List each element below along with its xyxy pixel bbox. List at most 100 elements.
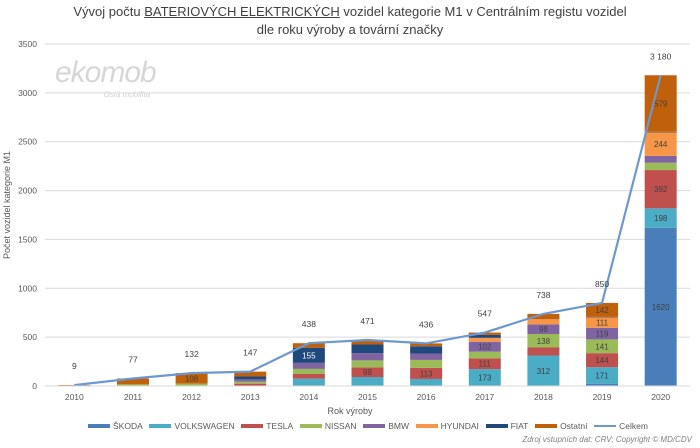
- bar-segment-volkswagen: [586, 367, 619, 384]
- bar-value-label: 198: [654, 214, 668, 223]
- y-tick-label: 500: [23, 332, 37, 342]
- x-tick-label: 2016: [417, 392, 436, 400]
- bar-value-label: 119: [596, 330, 609, 339]
- bar-value-label: 142: [595, 306, 609, 315]
- bar-value-label: 98: [363, 368, 372, 377]
- bar-segment-ostatní: [410, 343, 443, 347]
- chart-title: Vývoj počtu BATERIOVÝCH ELEKTRICKÝCH voz…: [0, 3, 700, 39]
- total-value-label: 547: [478, 309, 492, 319]
- y-tick-label: 1000: [18, 283, 37, 293]
- bar-segment-tesla: [351, 367, 384, 378]
- bar-segment-tesla: [468, 358, 501, 370]
- legend-label: Ostatní: [560, 421, 588, 431]
- total-value-label: 436: [419, 319, 433, 329]
- legend-label: TESLA: [266, 421, 294, 431]
- title-line-2: dle roku výroby a tovární značky: [256, 22, 444, 37]
- legend-item: NISSAN: [299, 421, 357, 431]
- legend-swatch: [363, 424, 386, 428]
- x-axis-label: Rok výroby: [327, 406, 373, 416]
- legend-swatch: [241, 424, 264, 428]
- legend-item: Celkem: [594, 421, 648, 431]
- bar-value-label: 108: [185, 374, 199, 383]
- y-tick-label: 3500: [18, 39, 37, 49]
- legend-swatch: [88, 424, 110, 428]
- bar-segment-bmw: [234, 379, 267, 382]
- bar-value-label: 155: [302, 351, 316, 360]
- bar-value-label: 113: [420, 369, 433, 378]
- total-line: [74, 74, 662, 387]
- total-value-label: 3 180: [650, 51, 672, 61]
- legend-swatch: [415, 424, 438, 428]
- x-tick-label: 2012: [182, 392, 201, 400]
- legend-label: Celkem: [619, 421, 648, 431]
- legend-label: NISSAN: [324, 421, 357, 431]
- legend: ŠKODA VOLKSWAGEN TESLA NISSAN BMW HYUNDAI FIAT…: [88, 421, 648, 431]
- bar-segment-nissan: [586, 339, 619, 354]
- bar-segment-nissan: [116, 384, 149, 386]
- total-value-label: 738: [536, 290, 550, 300]
- total-value-label: 9: [72, 361, 77, 371]
- bar-segment-fiat: [410, 346, 443, 354]
- bar-segment-volkswagen: [527, 355, 560, 386]
- title-underlined: BATERIOVÝCH ELEKTRICKÝCH: [144, 4, 340, 19]
- x-tick-label: 2020: [651, 392, 670, 400]
- bar-segment-ostatní: [58, 385, 91, 386]
- bar-value-label: 141: [595, 342, 609, 351]
- legend-swatch: [535, 424, 558, 428]
- x-tick-label: 2014: [299, 392, 318, 400]
- total-value-label: 438: [302, 319, 316, 329]
- bar-segment-volkswagen: [292, 378, 325, 386]
- bar-value-label: 98: [539, 325, 548, 334]
- x-tick-label: 2017: [475, 392, 494, 400]
- bar-value-label: 111: [479, 360, 492, 369]
- bar-segment-volkswagen: [644, 208, 677, 228]
- bar-segment-fiat: [644, 131, 677, 133]
- title-suffix: vozidel kategorie M1 v Centrálním regist…: [339, 4, 627, 19]
- legend-item: Ostatní: [535, 421, 587, 431]
- bar-segment-volkswagen: [351, 377, 384, 386]
- legend-label: BMW: [388, 421, 409, 431]
- bar-segment-tesla: [586, 353, 619, 368]
- legend-item: ŠKODA: [88, 421, 143, 431]
- legend-item: FIAT: [485, 421, 529, 431]
- bar-segment-volkswagen: [410, 378, 443, 386]
- bar-segment-tesla: [527, 347, 560, 356]
- bar-segment-fiat: [292, 347, 325, 363]
- bar-segment-bmw: [351, 353, 384, 361]
- chart-plot: 0 500 1000 1500 2000 2500 3000 3500 2010 2011 2012…: [18, 39, 690, 400]
- bar-segment-bmw: [527, 324, 560, 335]
- legend-item: TESLA: [241, 421, 293, 431]
- total-value-label: 147: [243, 348, 257, 358]
- bar-segment-nissan: [527, 334, 560, 348]
- x-tick-label: 2019: [593, 392, 612, 400]
- bar-segment-volkswagen: [468, 369, 501, 386]
- bar-segment-hyundai: [468, 337, 501, 342]
- legend-item: HYUNDAI: [415, 421, 479, 431]
- bar-segment-ostatní: [234, 371, 267, 377]
- bar-value-label: 1620: [652, 303, 670, 312]
- bar-value-label: 138: [537, 337, 551, 346]
- y-tick-label: 1500: [18, 234, 37, 244]
- bar-segment-bmw: [586, 327, 619, 340]
- bar-segment-tesla: [292, 373, 325, 379]
- bar-value-label: 579: [654, 100, 668, 109]
- bar-segment-nissan: [175, 383, 208, 386]
- bar-segment-nissan: [644, 162, 677, 171]
- bar-segment-ostatní: [351, 339, 384, 345]
- y-tick-label: 2000: [18, 186, 37, 196]
- legend-swatch: [485, 424, 508, 428]
- bar-segment-hyundai: [644, 132, 677, 156]
- bar-value-label: 102: [478, 343, 492, 352]
- bar-segment-ostatní: [292, 343, 325, 348]
- bar-segment-fiat: [586, 316, 619, 318]
- legend-label: FIAT: [510, 421, 529, 431]
- bar-segment-hyundai: [586, 316, 619, 328]
- legend-label: ŠKODA: [113, 421, 143, 431]
- legend-swatch: [299, 424, 322, 428]
- legend-swatch: [594, 425, 617, 427]
- bar-value-label: 111: [596, 318, 609, 327]
- bar-value-label: 392: [654, 185, 668, 194]
- bar-segment-ostatní: [586, 302, 619, 317]
- bar-value-label: 312: [537, 367, 551, 376]
- x-tick-label: 2013: [241, 392, 260, 400]
